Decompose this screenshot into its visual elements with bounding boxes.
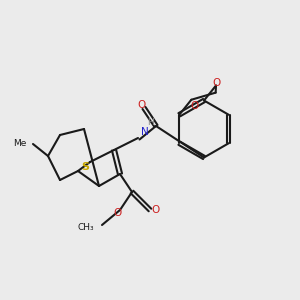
Text: N: N	[141, 127, 149, 137]
Text: O: O	[152, 205, 160, 215]
Text: H: H	[147, 118, 153, 127]
Text: O: O	[137, 100, 145, 110]
Text: O: O	[190, 101, 198, 111]
Text: O: O	[212, 77, 220, 88]
Text: O: O	[113, 208, 121, 218]
Text: CH₃: CH₃	[78, 224, 94, 232]
Text: S: S	[82, 161, 89, 172]
Text: Me: Me	[14, 140, 27, 148]
